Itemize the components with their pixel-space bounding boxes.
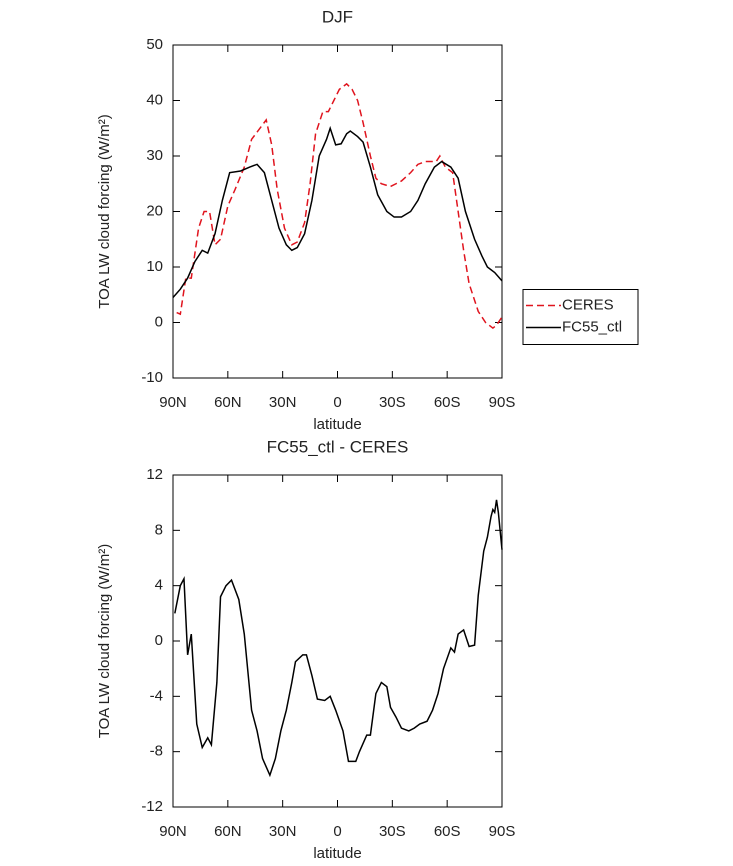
chart-title: DJF <box>322 7 353 26</box>
line <box>172 125 503 299</box>
line <box>176 82 503 329</box>
x-axis-label: latitude <box>313 845 361 862</box>
legend-label: FC55_ctl <box>562 318 622 335</box>
y-tick-label: 30 <box>146 147 163 164</box>
y-tick-label: 40 <box>146 91 163 108</box>
y-tick-label: 0 <box>155 632 163 649</box>
y-tick-label: 20 <box>146 202 163 219</box>
x-tick-label: 30N <box>269 394 297 411</box>
y-tick-label: -10 <box>141 369 163 386</box>
x-tick-label: 60S <box>434 823 461 840</box>
y-tick-label: -4 <box>150 687 163 704</box>
x-tick-label: 60N <box>214 823 242 840</box>
y-tick-label: 50 <box>146 36 163 53</box>
x-tick-label: 30S <box>379 823 406 840</box>
y-tick-label: 0 <box>155 313 163 330</box>
legend-box <box>522 289 639 345</box>
x-tick-label: 90N <box>159 394 187 411</box>
line <box>174 499 503 778</box>
x-tick-label: 90S <box>489 394 516 411</box>
plot-frame <box>172 44 503 379</box>
y-axis-label: TOA LW cloud forcing (W/m²) <box>96 544 113 738</box>
y-axis-label: TOA LW cloud forcing (W/m²) <box>96 114 113 308</box>
x-tick-label: 90S <box>489 823 516 840</box>
legend-label: CERES <box>562 296 614 313</box>
y-tick-label: -8 <box>150 743 163 760</box>
y-tick-label: 10 <box>146 258 163 275</box>
plot-frame <box>172 474 503 808</box>
y-tick-label: 12 <box>146 466 163 483</box>
x-tick-label: 30N <box>269 823 297 840</box>
x-tick-label: 60S <box>434 394 461 411</box>
y-tick-label: 8 <box>155 521 163 538</box>
y-tick-label: 4 <box>155 577 163 594</box>
x-axis-label: latitude <box>313 416 361 433</box>
x-tick-label: 0 <box>333 394 341 411</box>
y-tick-label: -12 <box>141 798 163 815</box>
x-tick-label: 90N <box>159 823 187 840</box>
x-tick-label: 60N <box>214 394 242 411</box>
x-tick-label: 30S <box>379 394 406 411</box>
chart-title: FC55_ctl - CERES <box>267 437 409 456</box>
x-tick-label: 0 <box>333 823 341 840</box>
